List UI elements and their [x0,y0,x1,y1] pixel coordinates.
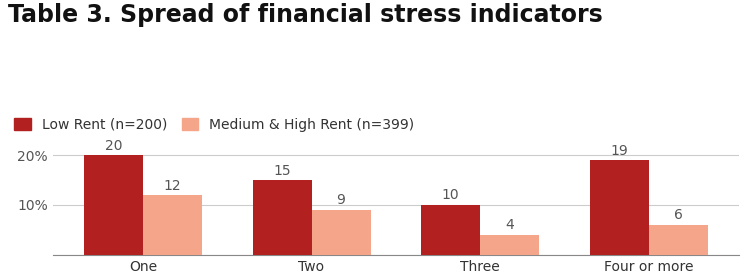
Legend: Low Rent (n=200), Medium & High Rent (n=399): Low Rent (n=200), Medium & High Rent (n=… [14,118,415,132]
Bar [143,195,202,255]
Bar [84,155,143,255]
Bar [648,225,708,255]
Text: 4: 4 [505,218,514,232]
Text: 9: 9 [336,193,345,207]
Text: 19: 19 [610,143,628,158]
Bar [311,210,370,255]
Bar [421,205,480,255]
Text: Table 3. Spread of financial stress indicators: Table 3. Spread of financial stress indi… [8,3,602,27]
Bar [253,180,311,255]
Text: 20: 20 [105,138,122,153]
Text: 12: 12 [164,178,181,193]
Text: 10: 10 [442,188,459,202]
Text: 6: 6 [674,208,682,222]
Bar [480,235,539,255]
Text: 15: 15 [273,163,291,178]
Bar [590,160,648,255]
